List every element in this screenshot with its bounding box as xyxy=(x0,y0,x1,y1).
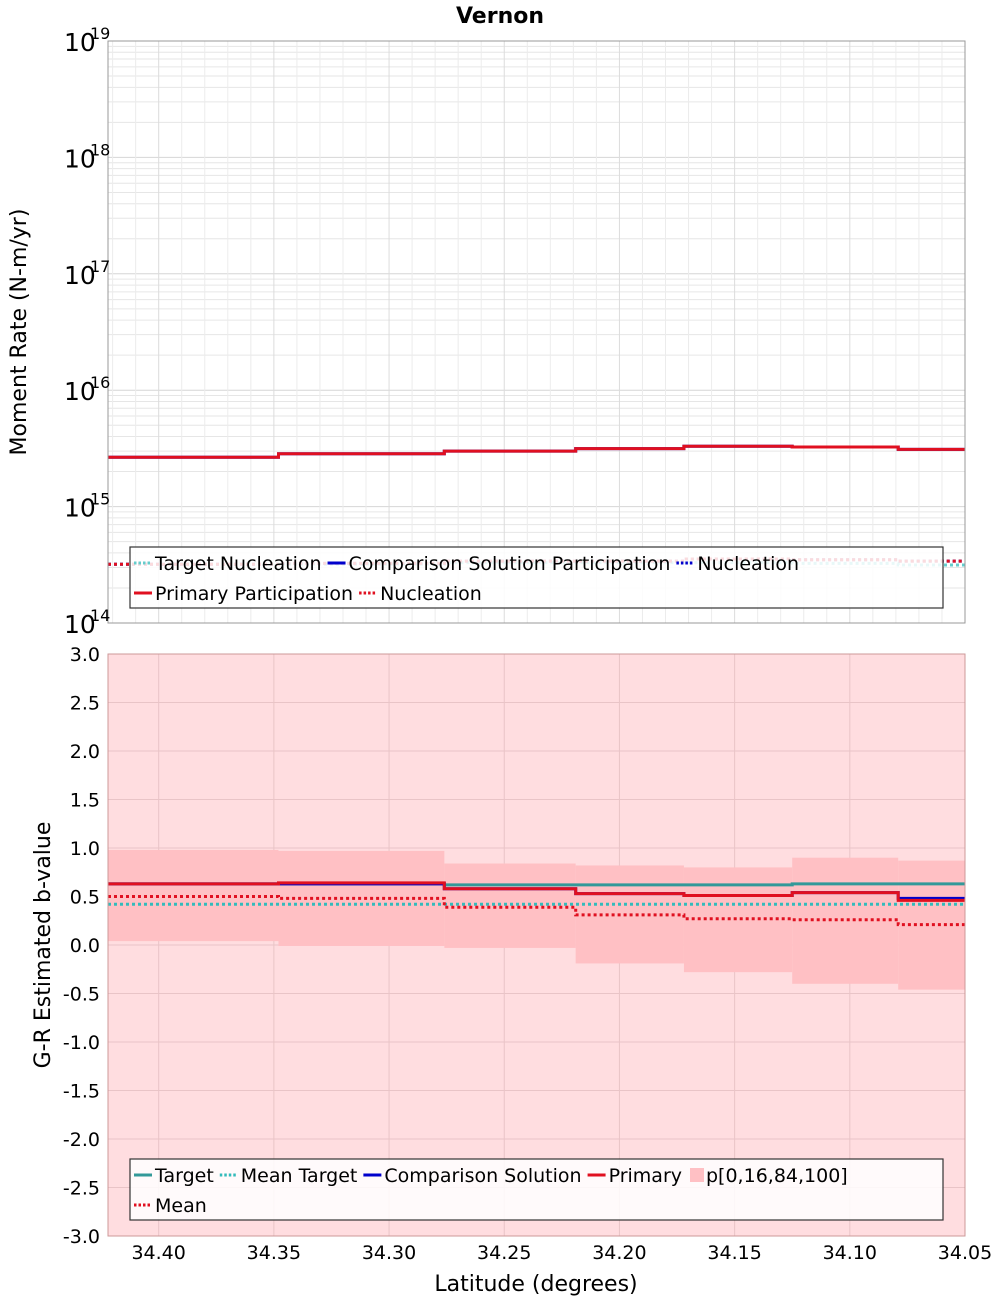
legend-box xyxy=(129,1158,944,1221)
legend-label: Target xyxy=(154,1165,214,1187)
y-tick-label: 15 xyxy=(90,490,110,509)
legend-label: Comparison Solution xyxy=(384,1165,581,1187)
legend-label: Primary xyxy=(609,1165,682,1187)
plot-frame xyxy=(107,653,966,1237)
y-tick-label: 19 xyxy=(90,24,110,43)
y-tick-label: 2.5 xyxy=(70,693,100,715)
legend-label: Mean Target xyxy=(241,1165,358,1187)
y-tick-label: -2.0 xyxy=(63,1129,100,1151)
y-tick-label: 0.0 xyxy=(70,935,100,957)
y-tick-label: 18 xyxy=(90,140,110,159)
x-tick-label: 34.15 xyxy=(707,1242,761,1264)
y-tick-label: 10 xyxy=(64,261,96,290)
y-axis-label: G-R Estimated b-value xyxy=(31,822,56,1069)
y-tick-label: 16 xyxy=(90,373,110,392)
y-tick-label: 1.0 xyxy=(70,838,100,860)
legend-label: Nucleation xyxy=(380,583,482,605)
y-tick-label: 17 xyxy=(90,257,110,276)
series-line xyxy=(108,881,965,902)
y-tick-label: -1.0 xyxy=(63,1032,100,1054)
y-tick-label: 10 xyxy=(64,494,96,523)
y-tick-label: 10 xyxy=(64,377,96,406)
y-axis-label: Moment Rate (N-m/yr) xyxy=(7,209,32,456)
x-tick-label: 34.35 xyxy=(247,1242,301,1264)
legend-label: Comparison Solution Participation xyxy=(349,553,671,575)
y-tick-label: -1.5 xyxy=(63,1081,100,1103)
series-line xyxy=(108,444,965,459)
chart-title: Vernon xyxy=(456,4,544,29)
legend-label: Nucleation xyxy=(697,553,799,575)
x-tick-label: 34.20 xyxy=(592,1242,646,1264)
y-tick-label: 0.5 xyxy=(70,887,100,909)
x-tick-label: 34.10 xyxy=(823,1242,877,1264)
y-tick-label: 10 xyxy=(64,28,96,57)
y-tick-label: 1.5 xyxy=(70,790,100,812)
legend-label: Target Nucleation xyxy=(154,553,322,575)
y-tick-label: 3.0 xyxy=(70,644,100,666)
b-value-panel: 3.0 2.5 2.0 1.5 1.0 0.5 0.0 -0.5 -1.0 -1.5 -2.0 -2.… xyxy=(31,644,966,1248)
x-axis-label: Latitude (degrees) xyxy=(434,1272,637,1297)
y-tick-label: 10 xyxy=(64,610,96,639)
plot-frame xyxy=(107,40,966,624)
x-tick-label: 34.25 xyxy=(477,1242,531,1264)
x-tick-label: 34.40 xyxy=(131,1242,185,1264)
y-tick-label: -0.5 xyxy=(63,984,100,1006)
band-p16-84 xyxy=(792,857,899,984)
legend-swatch-band xyxy=(690,1168,704,1182)
legend-label: Mean xyxy=(155,1195,207,1217)
y-tick-label: 10 xyxy=(64,144,96,173)
x-tick-label: 34.05 xyxy=(938,1242,992,1264)
legend-label: Primary Participation xyxy=(155,583,353,605)
x-axis-ticks: 34.40 34.35 34.30 34.25 34.20 34.15 34.10 34.05 xyxy=(131,1242,992,1264)
y-tick-label: 2.0 xyxy=(70,741,100,763)
y-tick-label: -2.5 xyxy=(63,1178,100,1200)
series-line xyxy=(108,895,965,927)
legend-box xyxy=(129,546,944,609)
legend-label: p[0,16,84,100] xyxy=(706,1165,848,1187)
y-tick-label: -3.0 xyxy=(63,1226,100,1248)
y-tick-label: 14 xyxy=(90,606,110,625)
plot-area xyxy=(108,41,965,623)
x-tick-label: 34.30 xyxy=(362,1242,416,1264)
